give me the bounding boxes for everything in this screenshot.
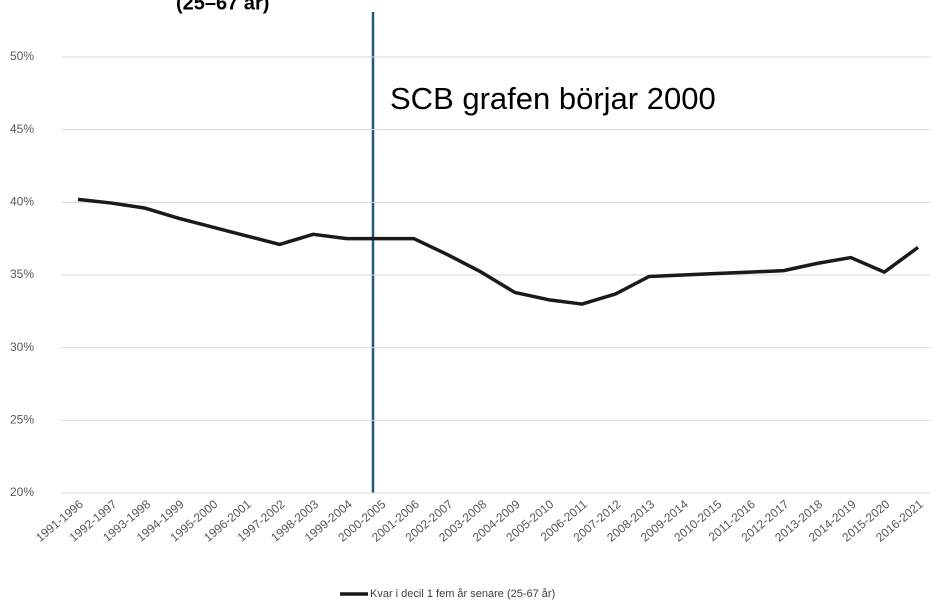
y-tick-label: 45% (10, 122, 34, 136)
y-tick-label: 25% (10, 413, 34, 427)
line-series (77, 197, 920, 306)
chart-title: (25–67 år) (176, 0, 269, 14)
y-tick-label: 20% (10, 485, 34, 499)
y-tick-label: 35% (10, 267, 34, 281)
y-tick-label: 50% (10, 49, 34, 63)
annotation: SCB grafen börjar 2000 (390, 81, 716, 116)
y-tick-label: 40% (10, 195, 34, 209)
y-tick-label: 30% (10, 340, 34, 354)
plot: 20%25%30%35%40%45%50%1991-19961992-19971… (10, 49, 930, 600)
legend-label: Kvar i decil 1 fem år senare (25-67 år) (370, 588, 555, 600)
